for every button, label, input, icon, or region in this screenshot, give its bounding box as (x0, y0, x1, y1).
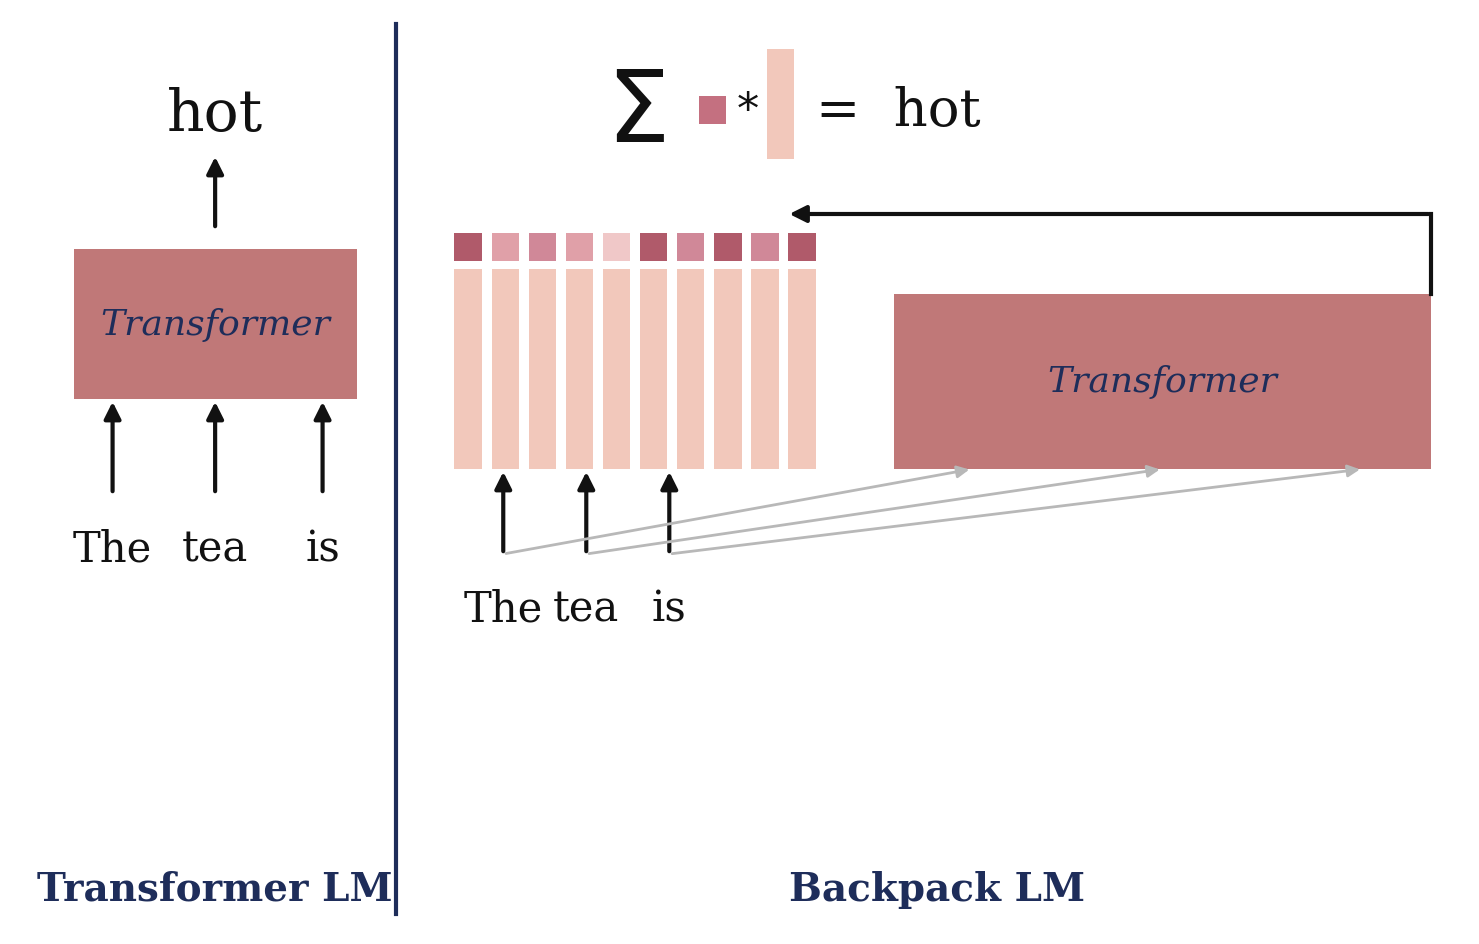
FancyBboxPatch shape (603, 234, 630, 261)
FancyBboxPatch shape (768, 50, 794, 160)
Text: Transformer: Transformer (101, 308, 330, 342)
Text: is: is (652, 588, 686, 631)
FancyBboxPatch shape (788, 270, 816, 469)
Text: Transformer: Transformer (1047, 365, 1278, 399)
FancyBboxPatch shape (698, 97, 726, 125)
Text: is: is (305, 529, 340, 570)
Text: Transformer LM: Transformer LM (37, 870, 393, 908)
FancyBboxPatch shape (491, 270, 519, 469)
Text: Backpack LM: Backpack LM (788, 870, 1086, 908)
FancyBboxPatch shape (788, 234, 816, 261)
FancyBboxPatch shape (528, 234, 556, 261)
FancyBboxPatch shape (640, 234, 667, 261)
FancyBboxPatch shape (751, 270, 779, 469)
FancyBboxPatch shape (528, 270, 556, 469)
FancyBboxPatch shape (677, 234, 704, 261)
FancyBboxPatch shape (751, 234, 779, 261)
Text: tea: tea (553, 588, 620, 631)
Text: =  hot: = hot (816, 87, 981, 138)
FancyBboxPatch shape (566, 234, 593, 261)
Text: The: The (72, 529, 152, 570)
FancyBboxPatch shape (566, 270, 593, 469)
Text: hot: hot (167, 87, 263, 143)
FancyBboxPatch shape (603, 270, 630, 469)
FancyBboxPatch shape (677, 270, 704, 469)
Text: $\Sigma$: $\Sigma$ (606, 67, 664, 162)
Text: The: The (463, 588, 543, 631)
FancyBboxPatch shape (491, 234, 519, 261)
FancyBboxPatch shape (640, 270, 667, 469)
FancyBboxPatch shape (714, 234, 741, 261)
Text: tea: tea (182, 529, 248, 570)
FancyBboxPatch shape (893, 295, 1432, 469)
FancyBboxPatch shape (454, 270, 482, 469)
Text: *: * (737, 91, 759, 133)
FancyBboxPatch shape (454, 234, 482, 261)
FancyBboxPatch shape (714, 270, 741, 469)
FancyBboxPatch shape (74, 250, 356, 399)
